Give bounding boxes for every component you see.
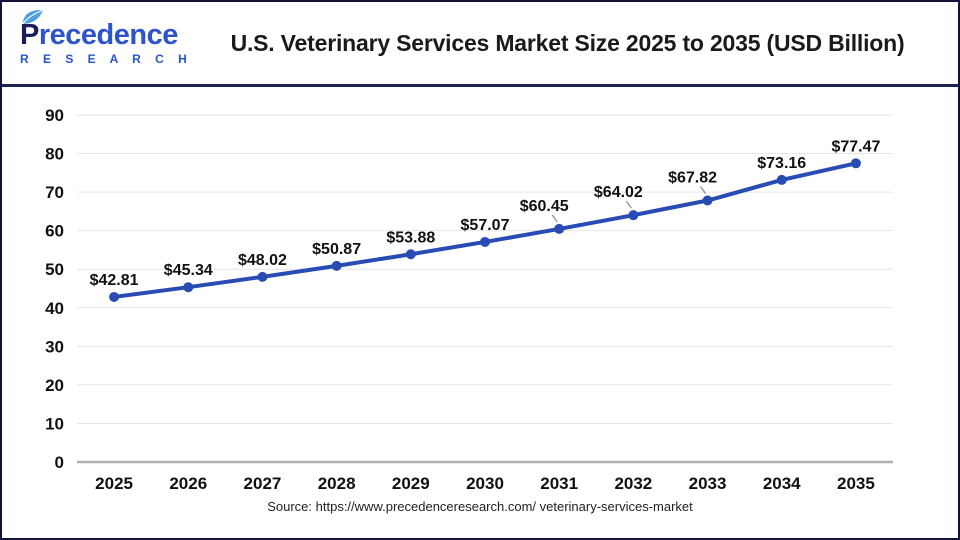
data-point-label: $60.45 <box>520 198 569 215</box>
data-point-label: $50.87 <box>312 241 361 258</box>
data-point-label: $77.47 <box>831 138 880 155</box>
data-point-label: $57.07 <box>461 217 510 234</box>
x-axis-label: 2025 <box>95 474 133 493</box>
x-axis-label: 2031 <box>540 474 578 493</box>
x-axis-label: 2028 <box>318 474 356 493</box>
data-point-marker <box>257 271 268 282</box>
data-point-label: $64.02 <box>594 184 643 201</box>
y-axis-label: 80 <box>45 145 64 164</box>
logo-rest-letters: recedence <box>38 19 179 51</box>
y-axis-label: 50 <box>45 260 64 279</box>
y-axis-label: 10 <box>45 414 64 433</box>
data-point-label: $67.82 <box>668 170 717 187</box>
y-axis-label: 90 <box>45 106 64 125</box>
y-axis-label: 30 <box>45 337 64 356</box>
logo-subtitle: R E S E A R C H <box>20 52 193 66</box>
y-axis-label: 70 <box>45 183 64 202</box>
data-point-marker <box>776 174 787 185</box>
data-point-marker <box>405 249 416 260</box>
precedence-research-logo: Precedence R E S E A R C H <box>2 9 193 66</box>
source-attribution: Source: https://www.precedenceresearch.c… <box>267 499 693 514</box>
line-chart: 0 10 20 30 40 50 60 70 80 90 2025 2026 2027 2028 2029 2… <box>2 87 958 497</box>
y-axis-label: 20 <box>45 376 64 395</box>
chart-title: U.S. Veterinary Services Market Size 202… <box>230 29 905 56</box>
data-point-marker <box>628 210 639 221</box>
data-point-marker <box>554 223 565 234</box>
data-point-label: $53.88 <box>386 229 435 246</box>
label-leader-line <box>551 214 558 223</box>
y-axis-label: 60 <box>45 222 64 241</box>
data-point-label: $45.34 <box>164 262 213 279</box>
label-leader-line <box>625 200 632 209</box>
data-point-label: $48.02 <box>238 252 287 269</box>
logo-wordmark: Precedence <box>20 9 187 51</box>
logo-first-letter: P <box>20 19 39 51</box>
y-axis-label: 40 <box>45 299 64 318</box>
x-axis-label: 2030 <box>466 474 504 493</box>
x-axis-label: 2027 <box>244 474 282 493</box>
x-axis-label: 2032 <box>614 474 652 493</box>
data-point-marker <box>702 195 713 206</box>
data-point-marker <box>480 236 490 247</box>
data-point-marker <box>109 291 120 302</box>
x-axis-label: 2026 <box>169 474 207 493</box>
y-axis-label: 0 <box>55 453 64 472</box>
label-leader-line <box>700 186 707 194</box>
x-axis-label: 2034 <box>763 474 801 493</box>
leaf-icon <box>22 9 44 25</box>
x-axis-label: 2029 <box>392 474 430 493</box>
x-axis-label: 2035 <box>837 474 875 493</box>
header: Precedence R E S E A R C H U.S. Veterina… <box>2 2 958 87</box>
data-point-marker <box>183 282 194 293</box>
data-point-label: $73.16 <box>757 155 806 172</box>
data-point-label: $42.81 <box>90 272 139 289</box>
data-point-marker <box>331 260 342 271</box>
data-point-marker <box>850 158 861 169</box>
x-axis-label: 2033 <box>689 474 727 493</box>
